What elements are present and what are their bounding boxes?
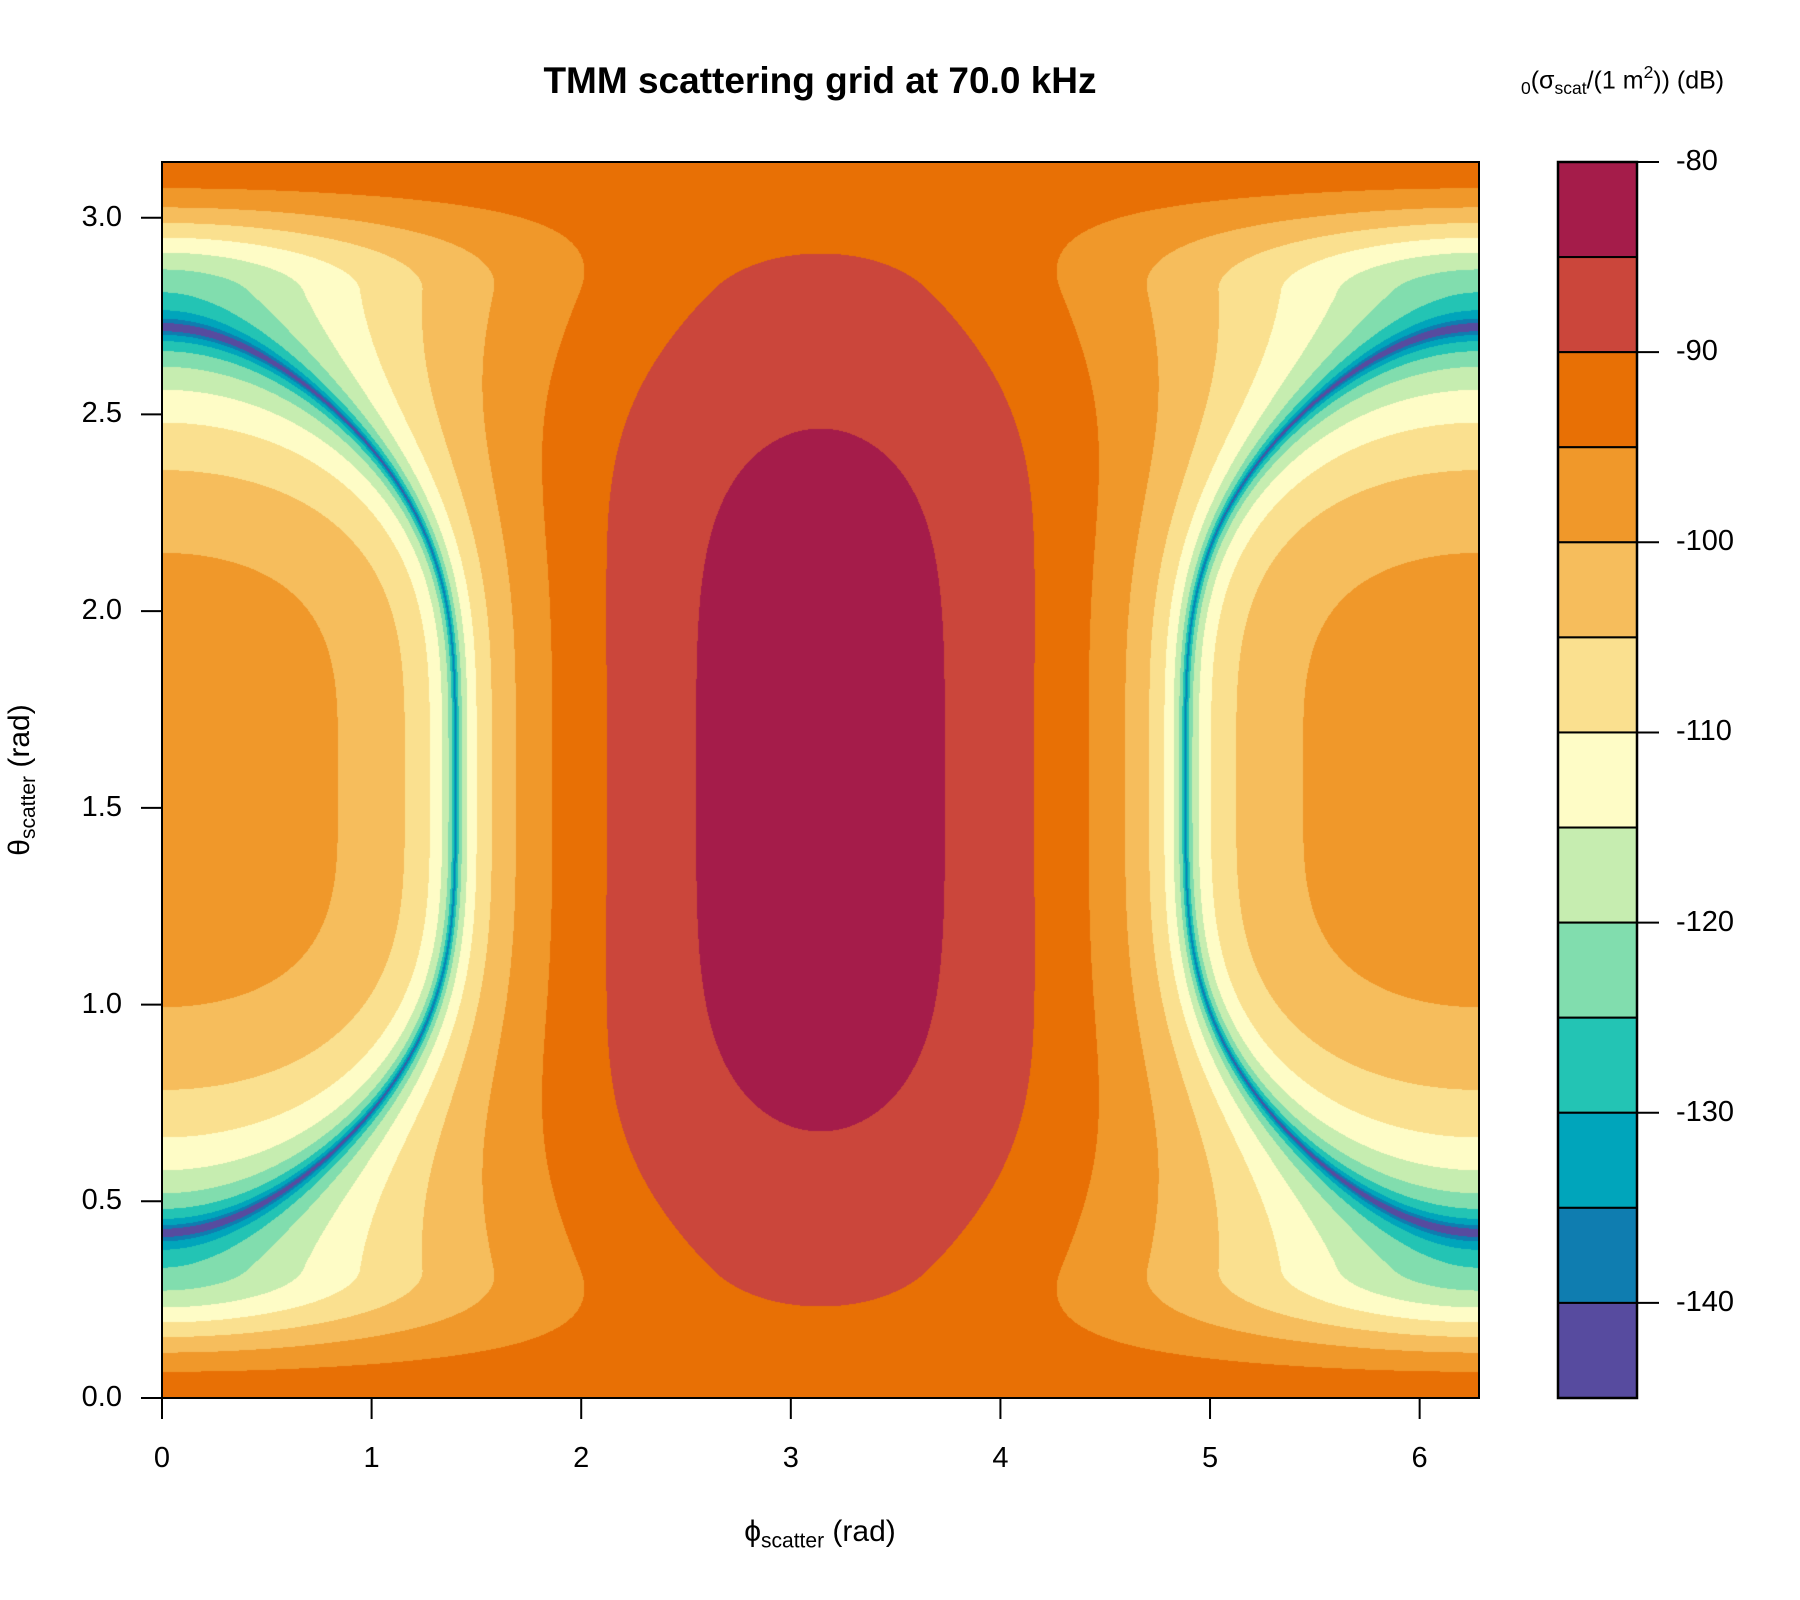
cb-label-b: /(1 m [1586,66,1644,95]
x-label-symbol: ϕ [744,1515,762,1548]
y-tick-label: 0.5 [81,1184,122,1217]
chart-title: TMM scattering grid at 70.0 kHz [543,60,1097,101]
colorbar-band [1557,1301,1638,1400]
x-label-sub: scatter [761,1529,825,1553]
colorbar-band [1557,161,1638,259]
colorbar-band [1557,351,1638,449]
colorbar-band [1557,636,1638,734]
y-tick-label: 2.5 [81,397,122,430]
colorbar-band [1557,1016,1638,1114]
x-tick-label: 1 [363,1442,380,1474]
colorbar-tick-label: -110 [1676,715,1732,748]
colorbar-band [1557,1111,1638,1209]
colorbar-frame [1556,160,1639,1400]
colorbar-band [1557,256,1638,354]
colorbar-band [1557,921,1638,1019]
x-axis-label: ϕscatter (rad) [0,1515,1640,1553]
colorbar-band [1557,731,1638,829]
x-tick-label: 6 [1411,1442,1428,1474]
x-tick-label: 4 [992,1442,1009,1474]
colorbar-label: 0(σscat/(1 m2)) (dB) [1521,62,1724,99]
colorbar-band [1557,826,1638,924]
colorbar-band [1557,541,1638,639]
x-tick-label: 3 [782,1442,799,1474]
x-tick-label: 5 [1201,1442,1219,1474]
x-label-unit: (rad) [824,1515,896,1548]
y-axis-label: θscatter (rad) [3,704,41,855]
colorbar-tick-label: -120 [1676,905,1735,938]
y-tick-label: 1.0 [81,987,122,1020]
x-tick-label: 2 [573,1442,590,1474]
plot-frame [161,161,1480,1399]
colorbar-tick-label: -100 [1676,525,1735,558]
cb-label-c: )) (dB) [1653,66,1725,95]
colorbar-band [1557,1206,1638,1304]
y-tick-label: 0.0 [81,1381,122,1413]
x-tick-label: 0 [153,1442,171,1474]
colorbar-tick-label: -80 [1676,145,1718,177]
y-label-symbol: θ [2,839,36,856]
y-label-unit: (rad) [2,704,36,776]
cb-label-a: (σ [1530,66,1555,95]
cb-label-pre: 0 [1521,77,1531,98]
contour-field [162,162,1479,1398]
colorbar-tick-label: -130 [1676,1095,1735,1128]
colorbar-band [1557,446,1638,544]
y-tick-label: 1.5 [81,790,122,823]
y-tick-label: 3.0 [81,200,122,233]
y-tick-label: 2.0 [81,594,122,627]
cb-label-sub: scat [1554,77,1587,98]
colorbar-tick-label: -140 [1676,1285,1735,1318]
cb-label-sup: 2 [1643,62,1654,82]
colorbar-tick-label: -90 [1676,335,1718,368]
